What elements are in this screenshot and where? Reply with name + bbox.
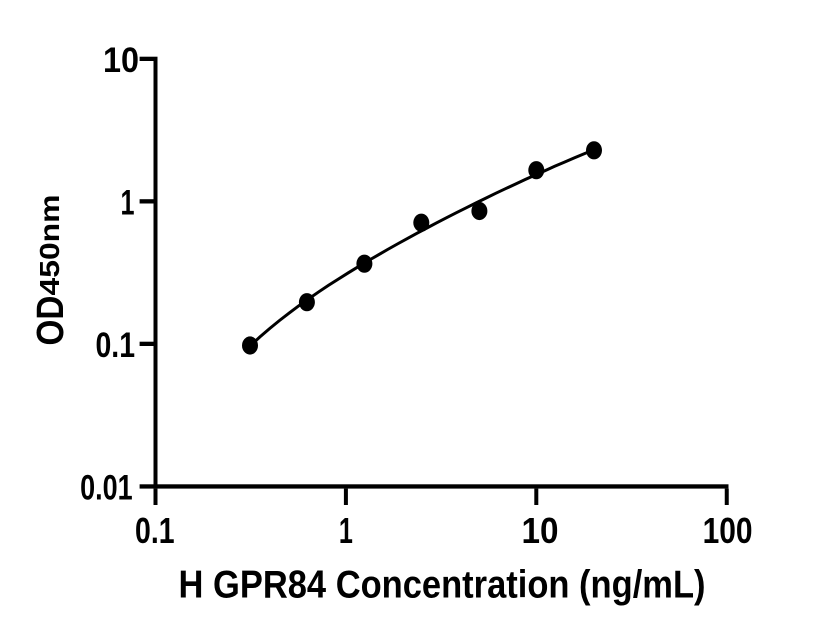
svg-text:OD450nm: OD450nm: [30, 195, 72, 346]
svg-text:10: 10: [103, 41, 139, 80]
svg-text:10: 10: [522, 510, 559, 551]
svg-text:1: 1: [121, 183, 135, 222]
svg-text:0.1: 0.1: [96, 326, 136, 365]
svg-text:0.01: 0.01: [80, 469, 133, 508]
svg-text:1: 1: [339, 510, 353, 551]
svg-text:100: 100: [703, 510, 753, 551]
svg-text:H GPR84 Concentration (ng/mL): H GPR84 Concentration (ng/mL): [179, 564, 706, 607]
svg-text:0.1: 0.1: [135, 510, 175, 551]
